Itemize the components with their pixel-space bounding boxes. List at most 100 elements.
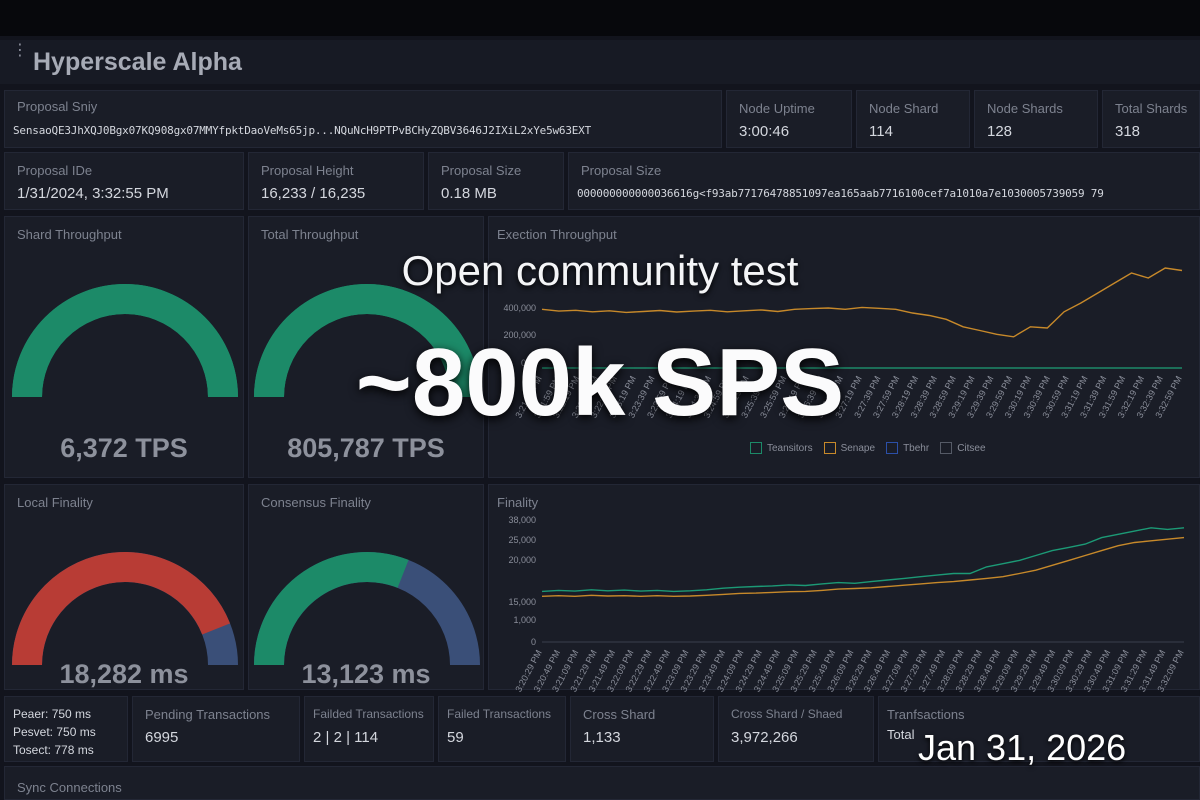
consensus-finality-card: Consensus Finality 13,123 ms (248, 484, 484, 690)
cross-shard-label: Cross Shard (583, 707, 656, 722)
y-tick-label: 0 (531, 637, 536, 647)
total-throughput-card: Total Throughput 805,787 TPS (248, 216, 484, 478)
overlay-headline: Open community test (401, 247, 799, 294)
local-finality-gauge (12, 552, 238, 666)
node-shard-card: Node Shard 114 (856, 90, 970, 148)
gauge-fill (12, 552, 231, 666)
y-tick-label: 1,000 (513, 615, 536, 625)
shard-throughput-label: Shard Throughput (17, 227, 122, 242)
failed-transactions-label-1: Failded Transactions (313, 707, 424, 721)
transactions-value: Total (887, 727, 915, 742)
y-tick-label: 38,000 (508, 515, 536, 525)
peers-card: Peaer: 750 ms Pesvet: 750 ms Tosect: 778… (4, 696, 128, 762)
node-shards-value: 128 (987, 123, 1013, 140)
proposal-hash-card: Proposal Size 000000000000036616g<f93ab7… (568, 152, 1200, 210)
peers-line-3: Tosect: 778 ms (13, 743, 94, 757)
consensus-finality-gauge (254, 552, 480, 666)
legend-item-tbehr[interactable]: Tbehr (903, 442, 930, 454)
proposal-hash-value: 000000000000036616g<f93ab77176478851097e… (577, 187, 1104, 200)
proposal-entry-card: Proposal Sniy SensaoQE3JhXQJ0Bgx07KQ908g… (4, 90, 722, 148)
failed-transactions-value-2: 59 (447, 729, 464, 746)
date-stamp: Jan 31, 2026 (918, 727, 1127, 768)
proposal-size-card: Proposal Size 0.18 MB (428, 152, 564, 210)
pending-transactions-label: Pending Transactions (145, 707, 271, 722)
total-throughput-gauge (254, 284, 480, 398)
local-finality-value: 18,282 ms (59, 659, 189, 689)
node-uptime-value: 3:00:46 (739, 123, 790, 140)
node-uptime-label: Node Uptime (739, 101, 815, 116)
y-tick-label: 15,000 (508, 597, 536, 607)
pending-transactions-card: Pending Transactions 6995 (132, 696, 300, 762)
finality-chart-card: Finality (488, 484, 1200, 690)
node-shard-label: Node Shard (869, 101, 939, 116)
node-shards-label: Node Shards (987, 101, 1063, 116)
transactions-card: Tranfsactions Total (878, 696, 1200, 762)
failed-transactions-card-1: Failded Transactions 2 | 2 | 114 (304, 696, 434, 762)
total-shards-card: Total Shards 318 (1102, 90, 1200, 148)
sync-connections-card: Sync Connections (4, 766, 1200, 800)
execution-legend: Teansitors Senape Tbehr Citsee (750, 442, 986, 454)
screen-top-bar (0, 0, 1200, 36)
legend-swatch-citsee-icon (940, 442, 953, 454)
node-shards-card: Node Shards 128 (974, 90, 1098, 148)
proposal-hash-label: Proposal Size (581, 163, 662, 178)
total-shards-value: 318 (1115, 123, 1141, 140)
proposal-size-value: 0.18 MB (441, 185, 497, 202)
failed-transactions-value-1: 2 | 2 | 114 (313, 729, 379, 746)
series-line (541, 536, 1185, 598)
app-title: Hyperscale Alpha (33, 48, 242, 76)
proposal-entry-value: SensaoQE3JhXQJ0Bgx07KQ908gx07MMYfpktDaoV… (13, 124, 592, 137)
proposal-height-value: 16,233 / 16,235 (261, 185, 366, 202)
local-finality-label: Local Finality (17, 495, 93, 510)
consensus-finality-value: 13,123 ms (301, 659, 431, 689)
gauge-fill (12, 284, 238, 398)
transactions-label: Tranfsactions (887, 707, 965, 722)
gauge-fill (254, 284, 480, 398)
legend-swatch-tbehr-icon (886, 442, 899, 454)
menu-dots-icon[interactable]: ⋮ (12, 42, 28, 59)
proposal-size-label: Proposal Size (441, 163, 522, 178)
failed-transactions-card-2: Failed Transactions 59 (438, 696, 566, 762)
y-tick-label: 400,000 (503, 303, 536, 313)
legend-swatch-senape-icon (823, 442, 836, 454)
proposal-height-label: Proposal Height (261, 163, 354, 178)
peers-line-1: Peaer: 750 ms (13, 707, 92, 721)
peers-line-2: Pesvet: 750 ms (13, 725, 96, 739)
proposal-id-label: Proposal IDe (17, 163, 93, 178)
app-header: ⋮ Hyperscale Alpha (0, 40, 1200, 84)
node-shard-value: 114 (869, 123, 893, 140)
execution-throughput-card: Exection Throughput (488, 216, 1200, 478)
consensus-finality-label: Consensus Finality (261, 495, 371, 510)
gauge-fill (254, 552, 409, 666)
cross-shard-shared-card: Cross Shard / Shaed 3,972,266 (718, 696, 874, 762)
y-tick-label: 25,000 (508, 535, 536, 545)
total-throughput-label: Total Throughput (261, 227, 359, 242)
pending-transactions-value: 6995 (145, 729, 179, 746)
proposal-id-value: 1/31/2024, 3:32:55 PM (17, 185, 169, 202)
legend-item-transitors[interactable]: Teansitors (767, 442, 813, 454)
cross-shard-shared-value: 3,972,266 (731, 729, 798, 746)
failed-transactions-label-2: Failed Transactions (447, 707, 552, 721)
overlay-metric: ~800k SPS (355, 329, 845, 436)
y-tick-label: 20,000 (508, 555, 536, 565)
sync-connections-label: Sync Connections (17, 780, 122, 795)
shard-throughput-gauge (12, 284, 238, 398)
shard-throughput-card: Shard Throughput 6,372 TPS (4, 216, 244, 478)
legend-item-senape[interactable]: Senape (840, 442, 876, 454)
y-tick-label: 200,000 (503, 330, 536, 340)
cross-shard-value: 1,133 (583, 729, 621, 746)
node-uptime-card: Node Uptime 3:00:46 (726, 90, 852, 148)
cross-shard-card: Cross Shard 1,133 (570, 696, 714, 762)
legend-item-citsee[interactable]: Citsee (957, 442, 986, 454)
series-line (541, 527, 1185, 593)
total-shards-label: Total Shards (1115, 101, 1188, 116)
legend-swatch-transitors-icon (750, 442, 762, 454)
local-finality-card: Local Finality 18,282 ms (4, 484, 244, 690)
series-line (541, 267, 1183, 338)
proposal-entry-label: Proposal Sniy (17, 99, 98, 114)
cross-shard-shared-label: Cross Shard / Shaed (731, 707, 843, 721)
proposal-height-card: Proposal Height 16,233 / 16,235 (248, 152, 424, 210)
y-tick-label: 000 (521, 358, 536, 368)
